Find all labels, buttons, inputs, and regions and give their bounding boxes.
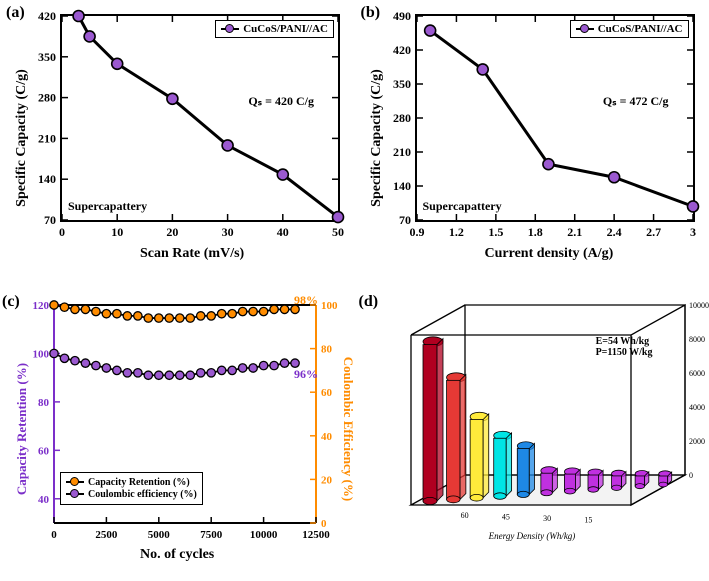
- panel-d: (d) 020004000600080001000060453015Power …: [355, 291, 709, 581]
- svg-text:10000: 10000: [250, 529, 278, 541]
- svg-text:100: 100: [321, 300, 338, 312]
- legend: CuCoS/PANI//AC: [215, 20, 334, 38]
- svg-text:60: 60: [460, 510, 468, 519]
- svg-text:70: 70: [44, 213, 56, 227]
- svg-text:10000: 10000: [689, 301, 709, 310]
- svg-text:2.1: 2.1: [567, 225, 582, 239]
- figure-grid: (a) Specific Capacity (C/g) 010203040507…: [0, 0, 709, 581]
- svg-text:7500: 7500: [200, 529, 223, 541]
- svg-text:40: 40: [38, 493, 50, 505]
- svg-text:210: 210: [393, 145, 411, 159]
- svg-text:420: 420: [393, 43, 411, 57]
- panel-a-plot: 0102030405070140210280350420CuCoS/PANI//…: [60, 14, 340, 222]
- panel-a-xlabel: Scan Rate (mV/s): [140, 246, 244, 262]
- svg-text:1.8: 1.8: [527, 225, 542, 239]
- panel-d-plot: 020004000600080001000060453015Power Dens…: [375, 301, 695, 561]
- panel-a: (a) Specific Capacity (C/g) 010203040507…: [0, 0, 355, 291]
- svg-text:2500: 2500: [95, 529, 118, 541]
- svg-text:40: 40: [321, 430, 333, 442]
- svg-text:100: 100: [33, 348, 50, 360]
- svg-text:1.5: 1.5: [488, 225, 503, 239]
- svg-text:45: 45: [501, 512, 509, 521]
- svg-text:1.2: 1.2: [448, 225, 463, 239]
- svg-text:30: 30: [543, 513, 551, 522]
- svg-text:10: 10: [111, 225, 123, 239]
- svg-text:140: 140: [38, 172, 56, 186]
- legend: CuCoS/PANI//AC: [570, 20, 689, 38]
- svg-text:70: 70: [399, 213, 411, 227]
- svg-text:4000: 4000: [689, 403, 705, 412]
- svg-text:120: 120: [33, 300, 50, 312]
- svg-text:2000: 2000: [689, 437, 705, 446]
- svg-text:420: 420: [38, 9, 56, 23]
- svg-text:2.4: 2.4: [606, 225, 621, 239]
- svg-text:0: 0: [51, 529, 57, 541]
- svg-text:0.9: 0.9: [409, 225, 424, 239]
- svg-text:0: 0: [59, 225, 65, 239]
- svg-text:80: 80: [38, 396, 50, 408]
- svg-text:40: 40: [277, 225, 289, 239]
- panel-b-ylabel: Specific Capacity (C/g): [369, 58, 385, 218]
- svg-text:80: 80: [321, 343, 333, 355]
- svg-text:60: 60: [321, 387, 333, 399]
- panel-c-xlabel: No. of cycles: [140, 547, 214, 563]
- svg-text:280: 280: [393, 111, 411, 125]
- svg-text:140: 140: [393, 179, 411, 193]
- panel-c-label: (c): [2, 293, 20, 311]
- svg-text:30: 30: [222, 225, 234, 239]
- panel-a-label: (a): [6, 4, 25, 22]
- svg-text:Energy Density (Wh/kg): Energy Density (Wh/kg): [487, 531, 575, 541]
- svg-text:350: 350: [38, 50, 56, 64]
- svg-text:50: 50: [332, 225, 344, 239]
- svg-text:0: 0: [689, 471, 693, 480]
- panel-b-plot: 0.91.21.51.82.12.42.73701402102803504204…: [415, 14, 695, 222]
- panel-b: (b) Specific Capacity (C/g) 0.91.21.51.8…: [355, 0, 709, 291]
- svg-text:20: 20: [166, 225, 178, 239]
- svg-text:20: 20: [321, 474, 333, 486]
- panel-a-ylabel: Specific Capacity (C/g): [14, 58, 30, 218]
- svg-text:6000: 6000: [689, 369, 705, 378]
- panel-c-ylabel-left: Capacity Retention (%): [14, 339, 30, 519]
- panel-c-plot: 0250050007500100001250040608010012002040…: [54, 305, 316, 523]
- panel-b-xlabel: Current density (A/g): [485, 246, 614, 262]
- svg-text:350: 350: [393, 77, 411, 91]
- svg-text:8000: 8000: [689, 335, 705, 344]
- svg-text:210: 210: [38, 131, 56, 145]
- svg-text:5000: 5000: [148, 529, 171, 541]
- panel-c: (c) Capacity Retention (%) Coulombic Eff…: [0, 291, 355, 581]
- svg-text:0: 0: [321, 518, 327, 530]
- panel-b-label: (b): [361, 4, 381, 22]
- svg-text:2.7: 2.7: [646, 225, 661, 239]
- svg-text:280: 280: [38, 91, 56, 105]
- svg-text:490: 490: [393, 9, 411, 23]
- svg-text:12500: 12500: [302, 529, 330, 541]
- svg-text:3: 3: [690, 225, 696, 239]
- svg-text:15: 15: [584, 515, 592, 524]
- svg-text:60: 60: [38, 445, 50, 457]
